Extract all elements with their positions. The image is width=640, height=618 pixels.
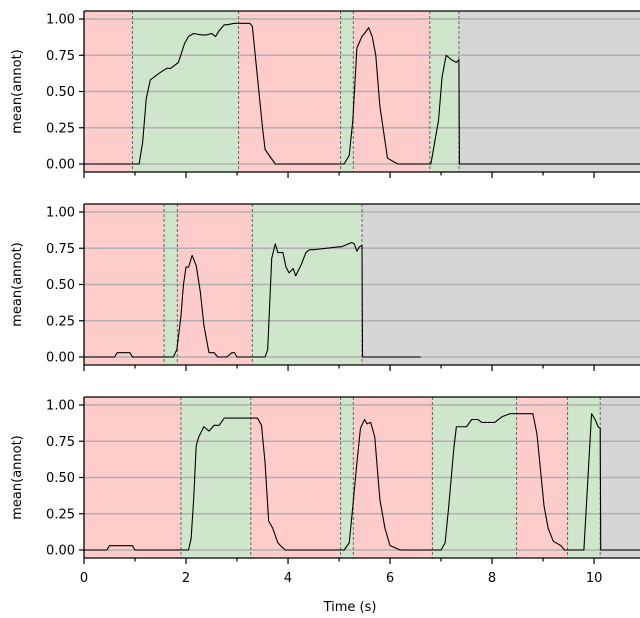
series-line <box>84 241 421 358</box>
series-line <box>84 22 640 165</box>
y-tick-label: 0.50 <box>46 471 75 486</box>
y-tick-label: 0.00 <box>46 158 75 173</box>
y-tick-label: 1.00 <box>46 206 75 221</box>
y-tick-label: 0.25 <box>46 507 75 522</box>
y-tick-label: 0.00 <box>46 544 75 559</box>
series-line <box>84 413 640 551</box>
y-axis-label: mean(annot) <box>10 49 25 134</box>
y-tick-label: 1.00 <box>46 13 75 28</box>
y-tick-label: 0.50 <box>46 85 75 100</box>
y-tick-label: 0.75 <box>46 242 75 257</box>
y-tick-label: 0.75 <box>46 49 75 64</box>
panels: 0.000.250.500.751.00mean(annot)0.000.250… <box>10 10 640 564</box>
x-tick-label: 4 <box>284 571 292 586</box>
y-tick-label: 0.25 <box>46 121 75 136</box>
y-tick-label: 0.50 <box>46 278 75 293</box>
x-tick-label: 8 <box>488 571 496 586</box>
x-axis: 0 2 4 6 8 10 <box>80 571 603 586</box>
y-axis-label: mean(annot) <box>10 242 25 327</box>
panel-3: 0.00 0.25 0.50 0.75 1.00 mean(annot) <box>10 396 640 564</box>
y-tick-label: 1.00 <box>46 399 75 414</box>
panel-plot-area <box>84 397 640 558</box>
x-tick-label: 6 <box>386 571 394 586</box>
x-tick-label: 0 <box>80 571 88 586</box>
panel-plot-area <box>84 204 640 365</box>
y-tick-label: 0.00 <box>46 351 75 366</box>
x-axis-label: Time (s) <box>323 600 377 615</box>
y-tick-label: 0.25 <box>46 314 75 329</box>
x-tick-label: 2 <box>182 571 190 586</box>
x-tick-label: 10 <box>586 571 603 586</box>
panel-1: 0.00 0.25 0.50 0.75 1.00 mean(annot) <box>10 10 640 178</box>
panel-plot-area <box>84 11 640 172</box>
y-tick-label: 0.75 <box>46 435 75 450</box>
panel-2: 0.00 0.25 0.50 0.75 1.00 mean(annot) <box>10 203 640 371</box>
y-axis-label: mean(annot) <box>10 435 25 520</box>
